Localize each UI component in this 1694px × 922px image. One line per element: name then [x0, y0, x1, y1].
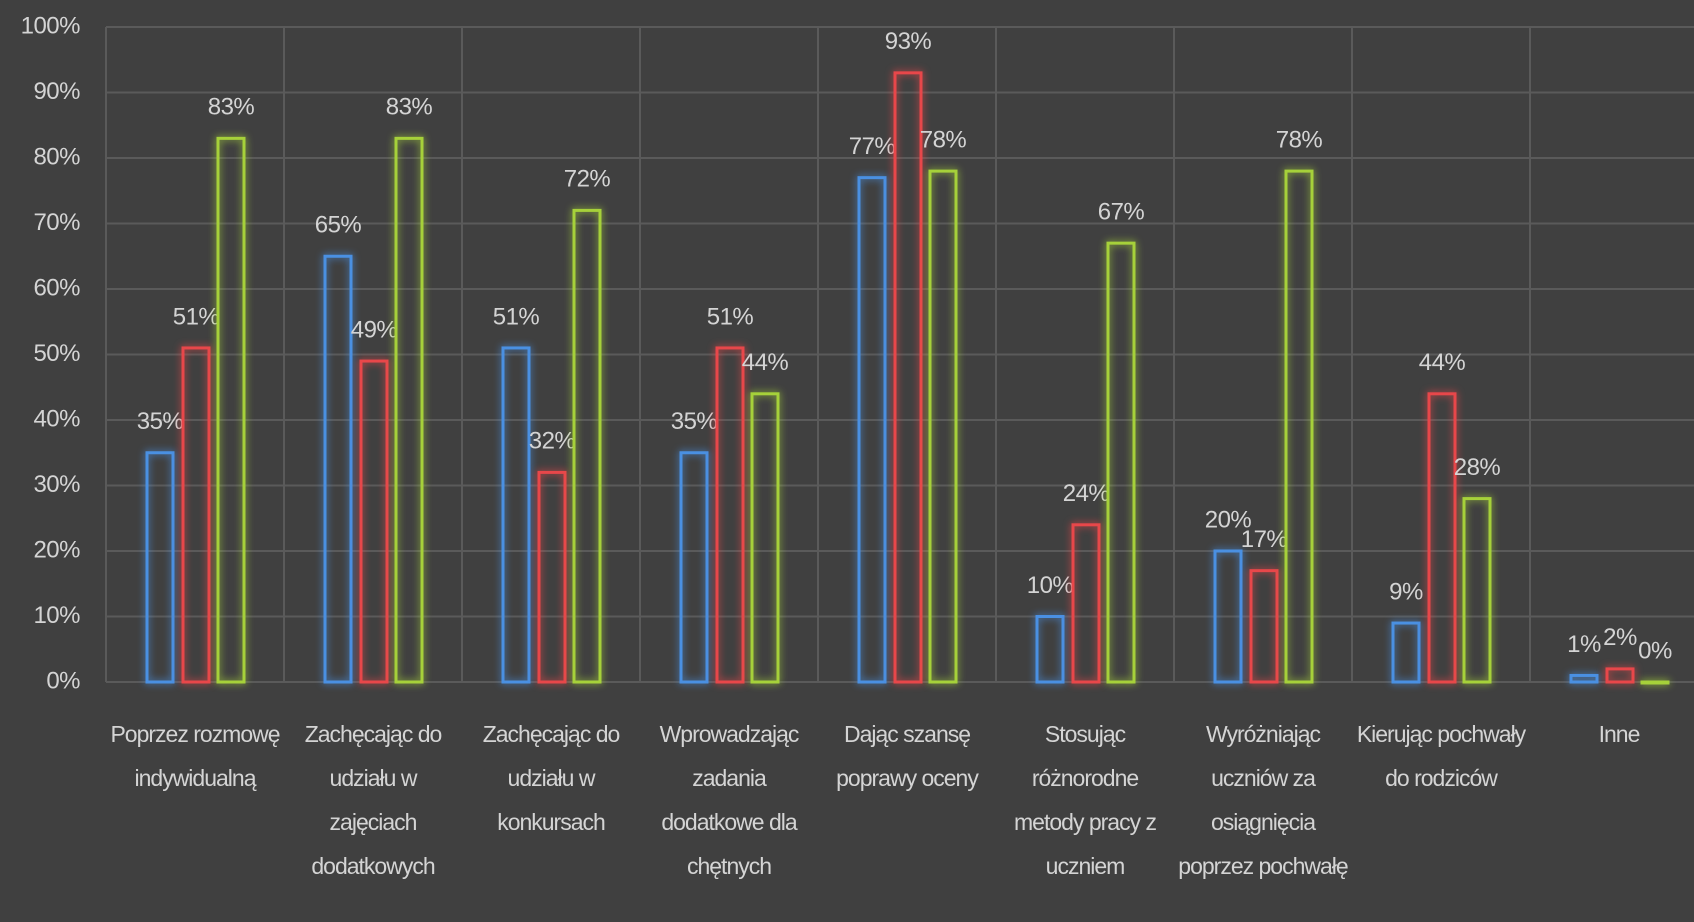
- bar: [1249, 569, 1279, 684]
- bar: [1605, 667, 1635, 684]
- bar: [1213, 549, 1243, 684]
- data-label: 35%: [137, 408, 184, 435]
- bar: [1427, 392, 1457, 684]
- data-label: 78%: [1276, 126, 1323, 153]
- bar: [857, 176, 887, 684]
- x-tick-label: Kierując pochwały do rodziców: [1356, 721, 1526, 791]
- data-label: 10%: [1027, 572, 1074, 599]
- y-tick-label: 70%: [33, 209, 80, 236]
- y-tick-label: 90%: [33, 78, 80, 105]
- data-label: 24%: [1063, 480, 1110, 507]
- bar: [537, 470, 567, 684]
- bar: [1071, 523, 1101, 684]
- data-label: 93%: [885, 28, 932, 55]
- bar: [893, 71, 923, 684]
- data-label: 72%: [564, 166, 611, 193]
- data-label: 83%: [208, 94, 255, 121]
- data-label: 32%: [529, 428, 576, 455]
- data-label: 17%: [1241, 526, 1288, 553]
- bar: [216, 136, 246, 684]
- data-label: 65%: [315, 212, 362, 239]
- y-tick-label: 80%: [33, 143, 80, 170]
- x-tick-label: Poprzez rozmowę indywidualną: [110, 721, 280, 791]
- bar: [145, 451, 175, 684]
- data-label: 67%: [1098, 198, 1145, 225]
- y-tick-label: 50%: [33, 340, 80, 367]
- x-tick-label: Zachęcając do udziału w konkursach: [482, 721, 621, 835]
- bar: [323, 254, 353, 684]
- y-tick-label: 0%: [46, 667, 80, 694]
- data-label: 51%: [173, 303, 220, 330]
- bar: [572, 208, 602, 684]
- data-label: 35%: [671, 408, 718, 435]
- x-tick-label: Dając szansę poprawy oceny: [836, 721, 979, 791]
- y-tick-label: 100%: [21, 12, 81, 39]
- data-label: 28%: [1454, 454, 1501, 481]
- y-tick-label: 60%: [33, 274, 80, 301]
- bar: [1640, 680, 1670, 685]
- bar: [1284, 169, 1314, 684]
- y-tick-label: 10%: [33, 602, 80, 629]
- x-tick-label: Inne: [1598, 721, 1641, 747]
- data-label: 0%: [1638, 637, 1672, 664]
- y-tick-label: 20%: [33, 536, 80, 563]
- bar: [1391, 621, 1421, 684]
- data-label: 2%: [1603, 624, 1637, 651]
- bar: [715, 346, 745, 684]
- x-tick-label: Wyróżniając uczniów za osiągnięcia poprz…: [1178, 721, 1348, 879]
- bar: [181, 346, 211, 684]
- bar: [394, 136, 424, 684]
- bar: [679, 451, 709, 684]
- bar: [1106, 241, 1136, 684]
- bar: [1462, 497, 1492, 684]
- x-tick-label: Wprowadzając zadania dodatkowe dla chętn…: [659, 721, 800, 879]
- data-label: 83%: [386, 94, 433, 121]
- data-label: 49%: [351, 316, 398, 343]
- bar: [1035, 615, 1065, 684]
- data-label: 51%: [493, 303, 540, 330]
- x-tick-label: Zachęcając do udziału w zajęciach dodatk…: [304, 721, 443, 879]
- data-label: 9%: [1389, 578, 1423, 605]
- y-tick-label: 40%: [33, 405, 80, 432]
- data-label: 20%: [1205, 506, 1252, 533]
- bar: [359, 359, 389, 684]
- data-label: 77%: [849, 133, 896, 160]
- data-label: 51%: [707, 303, 754, 330]
- bar: [1569, 673, 1599, 684]
- y-tick-label: 30%: [33, 471, 80, 498]
- data-label: 78%: [920, 126, 967, 153]
- data-label: 44%: [1419, 349, 1466, 376]
- bar: [750, 392, 780, 684]
- data-label: 1%: [1567, 631, 1601, 658]
- bar: [501, 346, 531, 684]
- data-label: 44%: [742, 349, 789, 376]
- bar: [928, 169, 958, 684]
- x-tick-label: Stosując różnorodne metody pracy z uczni…: [1014, 721, 1157, 879]
